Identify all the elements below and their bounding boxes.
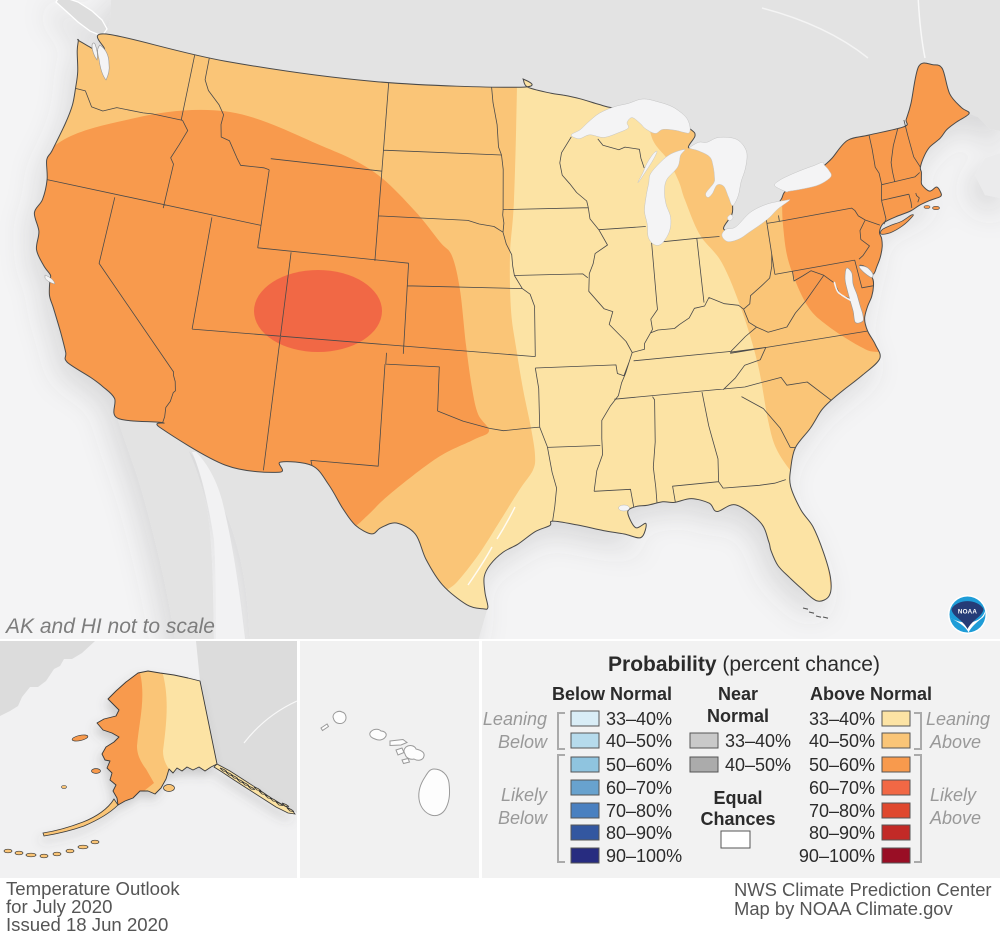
svg-text:60–70%: 60–70% (606, 778, 672, 798)
svg-text:80–90%: 80–90% (606, 823, 672, 843)
svg-text:80–90%: 80–90% (809, 823, 875, 843)
svg-text:Likely: Likely (501, 785, 548, 805)
svg-text:Below: Below (498, 808, 548, 828)
svg-text:40–50%: 40–50% (725, 755, 791, 775)
svg-text:NOAA: NOAA (958, 609, 978, 616)
svg-text:40–50%: 40–50% (606, 731, 672, 751)
svg-text:50–60%: 50–60% (606, 755, 672, 775)
svg-text:90–100%: 90–100% (606, 846, 682, 866)
svg-text:Near: Near (718, 684, 758, 704)
svg-text:70–80%: 70–80% (809, 801, 875, 821)
svg-text:Below: Below (498, 732, 548, 752)
svg-text:Above: Above (929, 808, 981, 828)
svg-text:33–40%: 33–40% (725, 731, 791, 751)
svg-text:60–70%: 60–70% (809, 778, 875, 798)
svg-text:Probability (percent chance): Probability (percent chance) (608, 653, 880, 676)
svg-text:33–40%: 33–40% (809, 709, 875, 729)
svg-text:Above Normal: Above Normal (810, 684, 932, 704)
svg-text:Chances: Chances (700, 809, 775, 829)
svg-text:40–50%: 40–50% (809, 731, 875, 751)
svg-text:Above: Above (929, 732, 981, 752)
svg-text:Likely: Likely (930, 785, 977, 805)
svg-text:Leaning: Leaning (926, 709, 990, 729)
svg-text:Equal: Equal (713, 788, 762, 808)
svg-text:50–60%: 50–60% (809, 755, 875, 775)
svg-text:Below Normal: Below Normal (552, 684, 672, 704)
svg-text:AK and HI not to scale: AK and HI not to scale (4, 615, 215, 638)
svg-text:70–80%: 70–80% (606, 801, 672, 821)
svg-text:Leaning: Leaning (483, 709, 547, 729)
svg-text:90–100%: 90–100% (799, 846, 875, 866)
svg-text:Normal: Normal (707, 706, 769, 726)
svg-text:33–40%: 33–40% (606, 709, 672, 729)
